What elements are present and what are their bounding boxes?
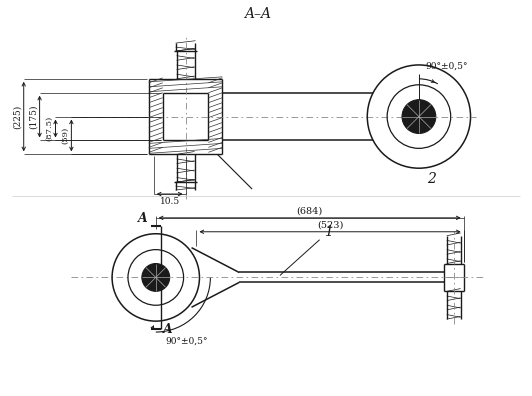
Text: 10.5: 10.5: [160, 197, 180, 206]
Text: 1: 1: [323, 225, 332, 239]
Text: A–A: A–A: [245, 8, 271, 21]
Circle shape: [142, 263, 170, 291]
Text: (59): (59): [61, 127, 69, 144]
Text: 90°±0,5°: 90°±0,5°: [425, 62, 468, 71]
Text: 90°±0,5°: 90°±0,5°: [165, 337, 208, 346]
Text: (175): (175): [29, 104, 38, 129]
Text: (87.5): (87.5): [46, 116, 54, 141]
Text: (225): (225): [13, 105, 22, 129]
Text: A: A: [163, 323, 172, 336]
Text: (523): (523): [317, 221, 343, 230]
Text: A: A: [138, 212, 148, 225]
Text: 2: 2: [427, 172, 436, 186]
Text: (684): (684): [296, 207, 323, 216]
Circle shape: [402, 100, 436, 133]
